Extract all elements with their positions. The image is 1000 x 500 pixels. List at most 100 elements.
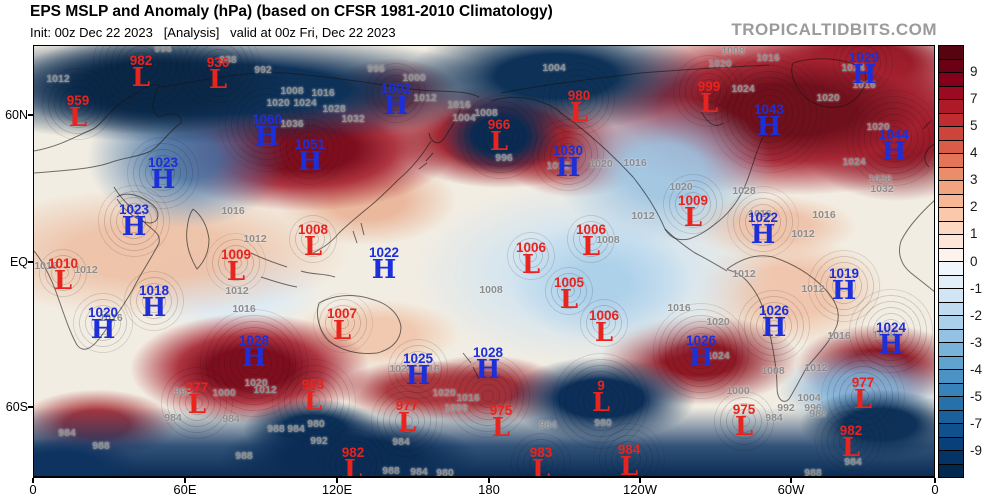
pressure-letter: H (761, 313, 787, 343)
pressure-center-high: 1060 H (251, 112, 283, 152)
pressure-value: 1044 (878, 127, 910, 142)
contour-label: 980 (594, 417, 612, 429)
contour-label: 1024 (706, 350, 730, 362)
pressure-center-high: 1044 H (878, 127, 910, 165)
x-axis-label: 0 (931, 482, 939, 497)
pressure-center-low: 977 L (186, 381, 209, 418)
contour-ring (206, 233, 266, 293)
pressure-value: 1002 (380, 81, 412, 96)
pressure-letter: L (208, 65, 228, 95)
colorbar-tick-labels: 9 7 5 4 3 2 1 0 -1 -2 -3 -4 -5 -7 -9 (970, 45, 1000, 478)
contour-label: 996 (495, 152, 513, 164)
colorbar-cell (939, 274, 963, 288)
pressure-center-low: 959 L (67, 94, 90, 131)
pressure-letter: H (555, 153, 581, 183)
pressure-value: 1026 (758, 303, 790, 318)
contour-label: 1016 (456, 392, 480, 404)
contour-ring (384, 335, 452, 403)
colorbar-tick-label: 9 (970, 64, 978, 80)
contour-label: 1012 (46, 73, 70, 85)
contour-ring (120, 267, 188, 335)
contour-label: 1016 (748, 208, 772, 220)
contour-ring (821, 354, 905, 438)
pressure-center-low: 975 L (490, 404, 513, 441)
colorbar-cell (939, 85, 963, 99)
pressure-center-high: 1026 H (686, 334, 716, 373)
x-axis-label: 180 (478, 482, 500, 497)
pressure-letter: H (90, 315, 116, 345)
anomaly-colorbar (938, 45, 964, 478)
axis-tick (28, 114, 33, 116)
contour-label: 984 (539, 419, 557, 431)
contour-label: 988 (267, 423, 285, 435)
contour-label: 984 (765, 412, 783, 424)
pressure-value: 1006 (575, 222, 607, 237)
pressure-center-low: 980 L (568, 89, 591, 126)
contour-label: 1008 (474, 107, 498, 119)
contour-label: 1016 (623, 157, 647, 169)
pressure-letter: L (489, 127, 509, 157)
colorbar-cell (939, 166, 963, 180)
contour-label: 1012 (804, 362, 828, 374)
colorbar-cell (939, 328, 963, 342)
contour-ring (507, 429, 575, 476)
pressure-value: 999 (697, 79, 721, 94)
contour-label: 992 (777, 402, 795, 414)
contour-label: 988 (382, 465, 400, 477)
contour-label: 1032 (341, 113, 365, 125)
contour-label: 1020 (866, 121, 890, 133)
contour-label: 992 (310, 435, 328, 447)
pressure-letter: L (531, 455, 551, 478)
contour-label: 1008 (479, 284, 503, 296)
colorbar-cell (939, 220, 963, 234)
x-axis-label: 120E (321, 482, 353, 497)
contour-label: 992 (254, 64, 272, 76)
pressure-letter: L (699, 89, 719, 119)
colorbar-cell (939, 99, 963, 113)
pressure-letter: L (683, 203, 703, 233)
pressure-value: 1018 (138, 283, 170, 298)
pressure-value: 1020 (87, 305, 119, 320)
contour-label: 1000 (444, 402, 468, 414)
colorbar-cell (939, 463, 963, 477)
pressure-center-low: 936 L (207, 56, 230, 95)
pressure-value: 975 (732, 402, 756, 417)
pressure-letter: L (131, 63, 151, 93)
pressure-value: 1023 (147, 155, 179, 170)
y-axis-label: 60S (5, 400, 28, 414)
colorbar-cell (939, 409, 963, 423)
pressure-value: 982 (839, 423, 863, 438)
pressure-value: 1009 (220, 247, 252, 262)
colorbar-tick-label: 4 (970, 145, 978, 161)
colorbar-cell (939, 355, 963, 369)
contour-label: 1012 (413, 92, 437, 104)
contour-ring (96, 183, 172, 259)
pressure-letter: H (371, 255, 397, 285)
pressure-letter: L (226, 257, 246, 287)
pressure-value: 1060 (251, 112, 283, 127)
contour-ring (35, 245, 91, 301)
pressure-center-low: 999 L (697, 79, 721, 119)
axis-tick (32, 478, 34, 483)
contour-label: 980 (436, 467, 454, 478)
x-axis-label: 120W (623, 482, 657, 497)
pressure-letter: H (688, 343, 714, 373)
pressure-letter: L (303, 232, 323, 262)
contour-label: 1016 (311, 87, 335, 99)
colorbar-cell (939, 247, 963, 261)
pressure-value: 977 (395, 398, 419, 413)
colorbar-cell (939, 180, 963, 194)
contour-ring (530, 117, 606, 193)
contour-label: 1024 (731, 83, 755, 95)
pressure-letter: H (254, 122, 280, 152)
colorbar-cell (939, 396, 963, 410)
pressure-center-low: 1007 L (327, 307, 357, 344)
axis-tick (790, 478, 792, 483)
contour-label: 1008 (280, 85, 304, 97)
colorbar-cell (939, 126, 963, 140)
colorbar-tick-label: 5 (970, 118, 978, 134)
contour-label: 996 (804, 402, 822, 414)
contour-ring (503, 228, 559, 284)
contour-label: 984 (287, 423, 305, 435)
contour-label: 1012 (253, 384, 277, 396)
